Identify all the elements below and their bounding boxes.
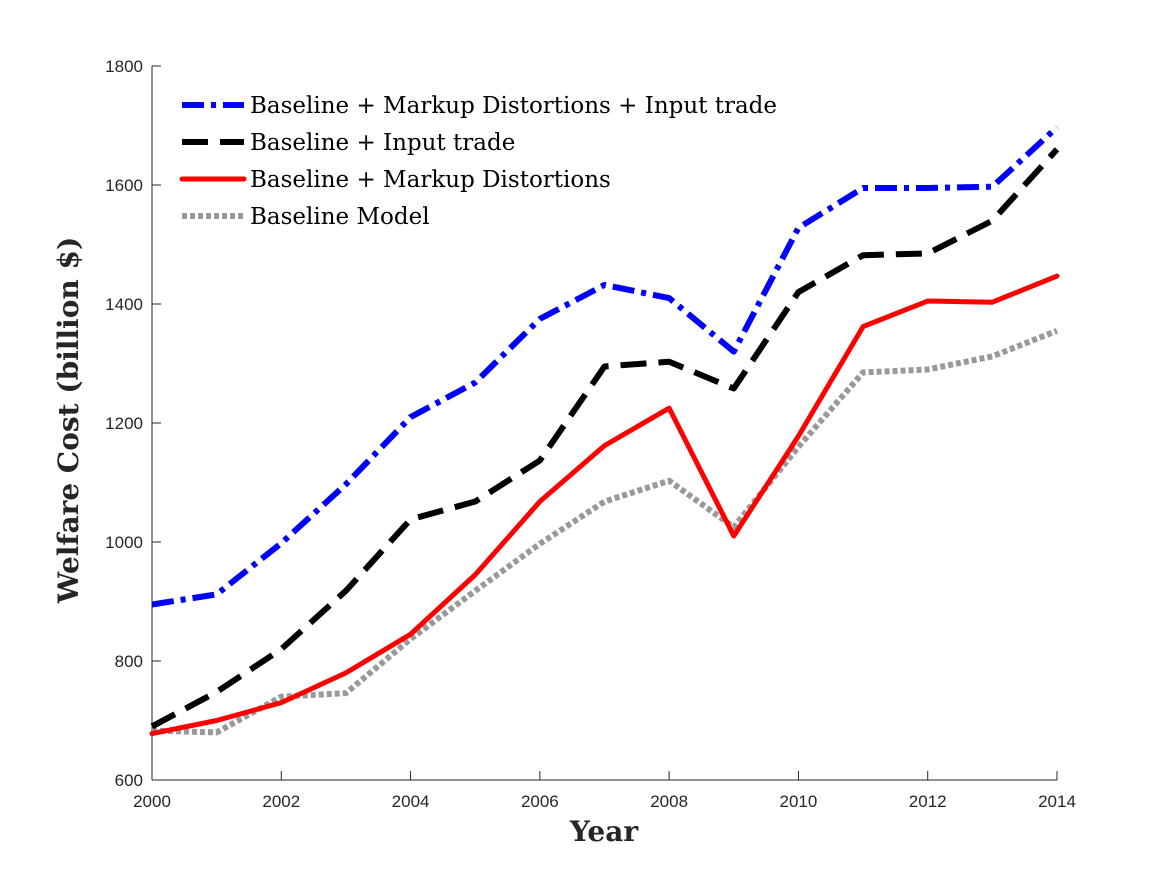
- x-tick-label: 2002: [262, 792, 300, 811]
- series-line-3: [149, 273, 1060, 737]
- legend-label-2: Baseline + Input trade: [250, 130, 515, 156]
- x-tick-label: 2012: [909, 792, 947, 811]
- x-tick-label: 2008: [650, 792, 688, 811]
- y-ticks: 600 800 1000 1200 1400 1600 1800: [105, 57, 161, 790]
- legend-label-1: Baseline + Markup Distortions + Input tr…: [250, 93, 777, 119]
- series-line-1: [151, 125, 1060, 608]
- x-tick-label: 2006: [521, 792, 559, 811]
- x-ticks: 2000 2002 2004 2006 2008 2010 2012 2014: [133, 771, 1076, 811]
- x-tick-label: 2000: [133, 792, 171, 811]
- series-line-2: [150, 147, 1060, 730]
- legend-label-4: Baseline Model: [250, 204, 430, 230]
- x-tick-label: 2010: [780, 792, 818, 811]
- x-tick-label: 2014: [1038, 792, 1076, 811]
- y-tick-label: 1000: [105, 533, 143, 552]
- y-tick-label: 1200: [105, 414, 143, 433]
- plot-area: 2000 2002 2004 2006 2008 2010 2012 2014 600 800 1…: [105, 57, 1076, 811]
- y-tick-label: 1600: [105, 176, 143, 195]
- legend: Baseline + Markup Distortions + Input tr…: [179, 93, 777, 230]
- x-tick-label: 2004: [392, 792, 430, 811]
- y-tick-label: 1800: [105, 57, 143, 76]
- y-tick-label: 800: [115, 652, 143, 671]
- series-line-4: [151, 327, 1059, 736]
- y-tick-label: 600: [115, 771, 143, 790]
- y-tick-label: 1400: [105, 295, 143, 314]
- x-axis-title: Year: [569, 815, 640, 848]
- legend-label-3: Baseline + Markup Distortions: [250, 167, 611, 193]
- series-lines: [149, 125, 1060, 737]
- y-axis-title: Welfare Cost (billion $): [52, 237, 85, 604]
